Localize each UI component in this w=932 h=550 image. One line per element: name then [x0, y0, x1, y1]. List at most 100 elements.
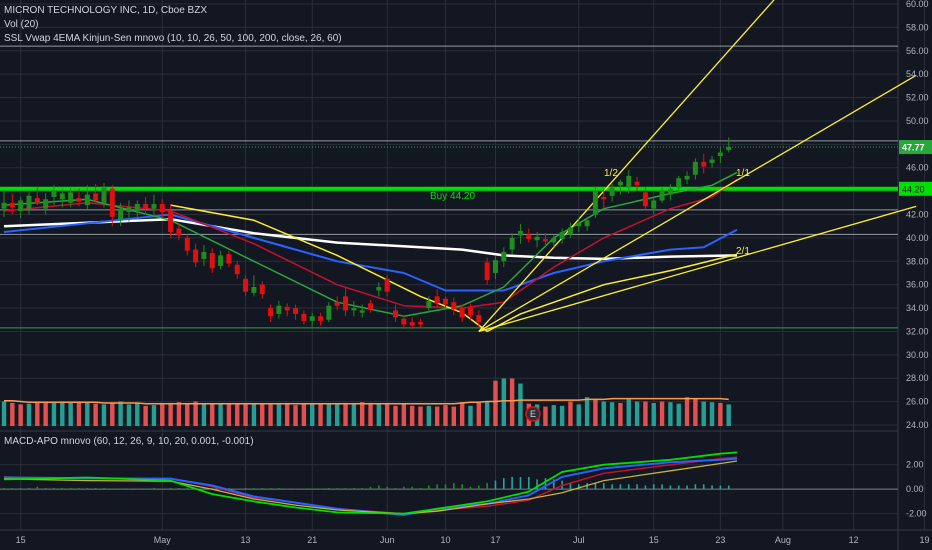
candle-body [376, 287, 382, 291]
candle-body [126, 207, 132, 213]
macd-histogram-bar [411, 486, 413, 490]
candle [76, 188, 82, 207]
candle [659, 187, 665, 203]
last-price-badge [899, 140, 932, 155]
candle [101, 182, 107, 208]
candle-body [84, 194, 90, 206]
macd-signal-line [3, 460, 738, 515]
candle-body [467, 308, 473, 316]
candle [434, 289, 440, 309]
vol-label[interactable]: Vol (20) [4, 19, 39, 30]
candle-body [259, 284, 265, 295]
macd-histogram-bar [503, 478, 505, 490]
price-axis[interactable]: 60.0058.0056.0054.0052.0050.0048.0046.00… [899, 0, 932, 430]
candle-body [301, 313, 307, 321]
time-tick-label: 17 [490, 535, 500, 545]
candle [601, 188, 607, 209]
candle [459, 304, 465, 323]
candle [226, 250, 232, 268]
volume-pane [1, 378, 731, 426]
candle-body [268, 308, 274, 317]
candle [18, 196, 24, 219]
candles[interactable] [1, 137, 732, 330]
macd-histogram-bar [244, 487, 247, 490]
volume-bar [10, 402, 15, 426]
candle-body [542, 239, 548, 242]
candle [534, 232, 540, 248]
macd-histogram-bar [444, 484, 447, 490]
macd-histogram-bar [178, 487, 180, 490]
macd-histogram-bar [53, 487, 55, 490]
candle-body [351, 308, 357, 311]
macd-histogram-bar [486, 483, 488, 490]
macd-histogram-bar [594, 483, 597, 490]
candle-body [401, 318, 407, 325]
macd-histogram-bar [386, 486, 388, 490]
candle-body [118, 208, 124, 220]
candle-body [293, 308, 299, 314]
volume-bar [193, 401, 198, 426]
symbol-title[interactable]: MICRON TECHNOLOGY INC, 1D, Cboe BZX [4, 5, 208, 16]
candle [26, 192, 32, 215]
ssl-indicator-label[interactable]: SSL Vwap 4EMA Kinjun-Sen mnovo (10, 10, … [4, 33, 342, 44]
candle [709, 156, 715, 168]
candle [517, 223, 523, 244]
time-axis[interactable]: 15 May 13 21 Jun 10 17 Jul 15 23 Aug 12 19 [16, 535, 930, 545]
candle-body [243, 278, 249, 292]
volume-bar [60, 402, 65, 426]
macd-indicator-label[interactable]: MACD-APO mnovo (60, 12, 26, 9, 10, 20, 0… [4, 436, 254, 447]
candle-body [526, 234, 532, 240]
candle [384, 275, 390, 297]
time-tick-label: 15 [649, 535, 659, 545]
volume-bar [18, 404, 23, 426]
candle-body [576, 222, 582, 227]
macd-histogram-bar [128, 488, 130, 490]
volume-bar [676, 403, 681, 426]
candle-body [534, 236, 540, 241]
macd-histogram-bar [61, 487, 64, 490]
macd-tick-label: 0.00 [906, 484, 924, 494]
annotations: Buy 44.20 1/2 1/1 2/1 E [430, 168, 750, 422]
candle-body [642, 192, 648, 207]
candle [293, 304, 299, 320]
candle-body [201, 251, 207, 259]
time-tick-label: Jul [573, 535, 585, 545]
volume-bar [285, 402, 290, 426]
candle [268, 304, 274, 323]
volume-bar [409, 405, 415, 426]
candle-body [184, 237, 190, 251]
volume-bar [659, 401, 665, 426]
candle-body [617, 181, 623, 186]
volume-bar [268, 404, 273, 426]
macd-histogram-bar [428, 485, 430, 490]
macd-green-line [3, 451, 738, 515]
macd-histogram-bar [627, 484, 630, 490]
candle [492, 256, 498, 279]
macd-histogram-bar [478, 485, 480, 490]
candle [359, 304, 365, 318]
candle-body [218, 255, 224, 266]
candle-body [559, 232, 565, 240]
candle-body [476, 315, 482, 323]
candle [134, 200, 140, 217]
macd-histogram-bar [569, 483, 572, 490]
macd-histogram-bar [702, 484, 705, 490]
macd-histogram-bar [261, 487, 264, 490]
candle [542, 233, 548, 247]
candle [159, 199, 165, 217]
candle [501, 247, 507, 268]
volume-bar [468, 405, 473, 426]
macd-histogram-bar [644, 485, 647, 490]
macd-histogram-bar [11, 487, 14, 490]
price-tick-label: 50.00 [906, 116, 929, 126]
volume-bar [35, 402, 40, 426]
macd-histogram-bar [69, 487, 72, 490]
price-tick-label: 56.00 [906, 46, 929, 56]
candle [343, 287, 349, 317]
macd-histogram-bar [136, 488, 139, 490]
candle-body [709, 159, 715, 164]
macd-histogram-bar [303, 488, 305, 490]
candle [276, 301, 282, 319]
price-tick-label: 38.00 [906, 256, 929, 266]
